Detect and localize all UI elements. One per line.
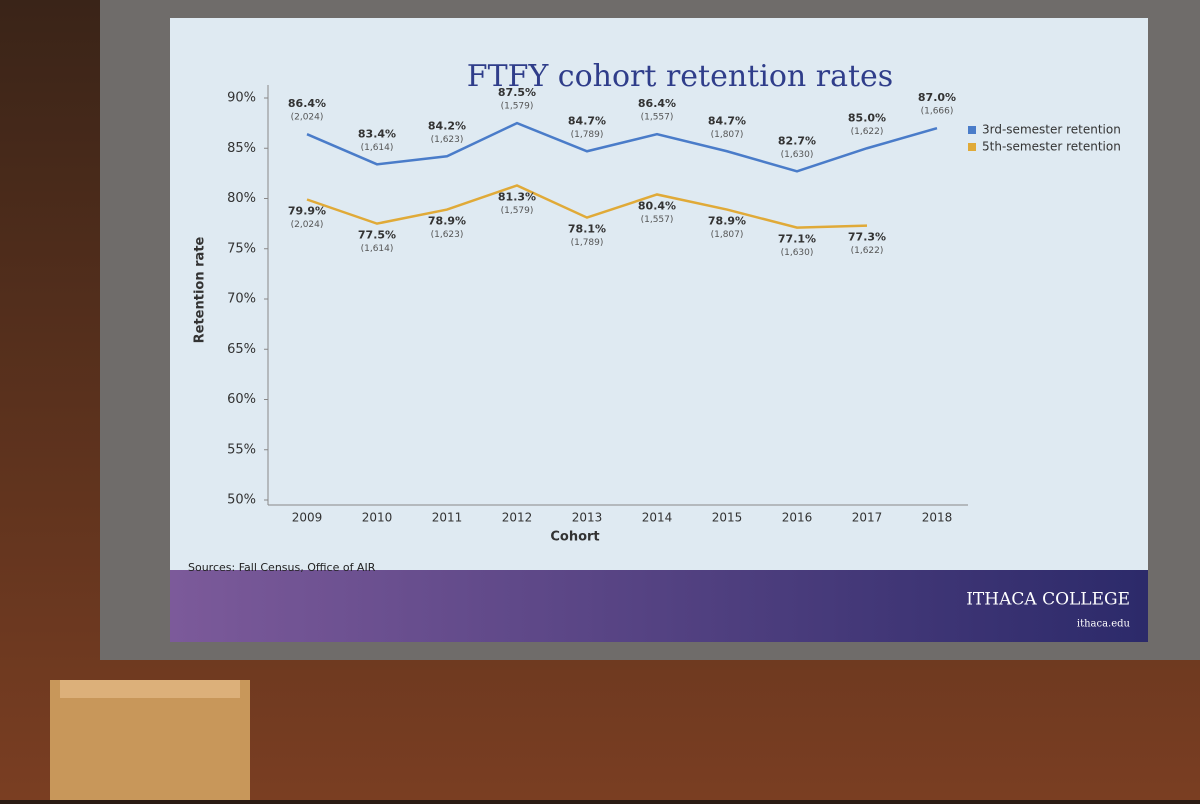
data-label: 77.5% [358,229,396,242]
x-tick-label: 2009 [292,511,323,525]
legend-swatch [968,126,976,134]
count-label: (1,630) [781,248,814,258]
data-label: 78.9% [428,215,466,228]
data-label: 87.5% [498,86,536,99]
y-tick-label: 85% [227,141,256,156]
x-tick-label: 2018 [922,511,953,525]
count-label: (1,614) [361,244,394,254]
count-label: (1,622) [851,246,884,256]
data-label: 81.3% [498,190,536,203]
x-tick-label: 2010 [362,511,393,525]
count-label: (1,630) [781,150,814,160]
data-label: 77.3% [848,231,886,244]
source: Sources: Fall Census, Office of AIR [188,561,376,574]
chart-title: FTFY cohort retention rates [467,59,893,94]
y-tick-label: 70% [227,292,256,307]
slide [170,18,1148,642]
x-tick-label: 2013 [572,511,603,525]
x-tick-label: 2012 [502,511,533,525]
data-label: 83.4% [358,127,396,140]
series-line [306,184,868,229]
count-label: (1,622) [851,127,884,137]
data-label: 80.4% [638,199,676,212]
count-label: (1,623) [431,135,464,145]
data-label: 84.7% [568,114,606,127]
y-tick-label: 65% [227,342,256,357]
count-label: (1,623) [431,230,464,240]
count-label: (1,789) [571,130,604,140]
count-label: (1,614) [361,143,394,153]
y-tick-label: 90% [227,91,256,106]
count-label: (1,807) [711,230,744,240]
count-label: (1,807) [711,130,744,140]
legend-label: 3rd-semester retention [982,123,1121,137]
x-axis-label: Cohort [550,530,599,545]
data-label: 84.2% [428,119,466,132]
data-label: 84.7% [708,114,746,127]
data-label: 86.4% [288,97,326,110]
data-label: 78.1% [568,223,606,236]
count-label: (1,666) [921,107,954,117]
footer-band [170,570,1148,642]
x-tick-label: 2016 [782,511,813,525]
count-label: (1,789) [571,238,604,248]
x-tick-label: 2017 [852,511,883,525]
y-tick-label: 80% [227,191,256,206]
x-tick-label: 2015 [712,511,743,525]
count-label: (1,557) [641,215,674,225]
count-label: (1,579) [501,102,534,112]
url: ithaca.edu [1077,619,1131,630]
data-label: 87.0% [918,91,956,104]
count-label: (2,024) [291,220,324,230]
legend-swatch [968,143,976,151]
plot: 50% 55% 60% 65% 70% 75% 80% 85% 90% 2009 2010 2011 2… [227,86,1121,524]
y-tick-label: 50% [227,493,256,508]
data-label: 78.9% [708,215,746,228]
count-label: (1,557) [641,113,674,123]
y-tick-label: 60% [227,392,256,407]
data-label: 86.4% [638,97,676,110]
data-label: 85.0% [848,111,886,124]
brand: ITHACA COLLEGE [966,590,1130,610]
y-tick-label: 75% [227,241,256,256]
podium [50,680,250,800]
x-tick-label: 2014 [642,511,673,525]
podium-top [60,680,240,698]
count-label: (2,024) [291,113,324,123]
data-label: 82.7% [778,134,816,147]
x-tick-label: 2011 [432,511,463,525]
series-line [306,121,938,173]
count-label: (1,579) [501,206,534,216]
data-label: 77.1% [778,233,816,246]
y-tick-label: 55% [227,442,256,457]
legend-label: 5th-semester retention [982,140,1121,154]
y-axis-label: Retention rate [193,236,208,343]
data-label: 79.9% [288,205,326,218]
